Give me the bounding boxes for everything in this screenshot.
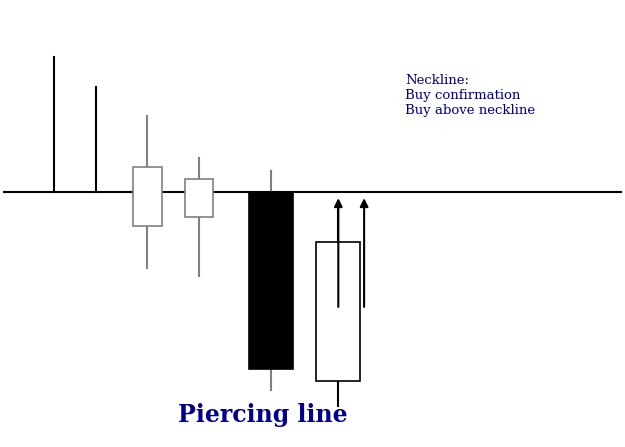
Text: Piercing line: Piercing line xyxy=(178,403,348,426)
Bar xyxy=(133,167,161,226)
Text: Neckline:
Buy confirmation
Buy above neckline: Neckline: Buy confirmation Buy above nec… xyxy=(406,74,536,117)
Bar xyxy=(316,242,360,381)
Bar xyxy=(185,179,213,217)
Bar xyxy=(249,192,293,368)
